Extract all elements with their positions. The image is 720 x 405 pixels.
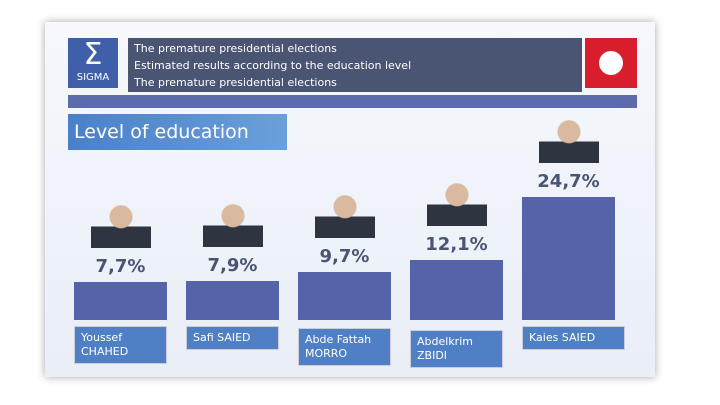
value-label: 24,7% — [537, 170, 600, 192]
header-line: The premature presidential elections — [134, 42, 337, 55]
candidate-photo — [427, 177, 487, 226]
header-line: Estimated results according to the educa… — [134, 59, 412, 72]
category-label: Youssef CHAHED — [74, 326, 167, 364]
value-label: 12,1% — [425, 233, 488, 255]
logo-name: SIGMA — [76, 72, 110, 83]
candidate-photo — [315, 189, 375, 238]
flag — [585, 38, 637, 88]
category-label: Kaies SAIED — [522, 326, 625, 350]
candidate-photo — [539, 114, 599, 163]
bar — [74, 281, 167, 320]
bar — [186, 280, 279, 320]
category-label: Safi SAIED — [186, 326, 279, 350]
candidate-photo — [203, 198, 263, 247]
bar — [298, 271, 391, 320]
logo: Σ SIGMA — [68, 38, 118, 88]
header: The premature presidential elections Est… — [128, 38, 582, 92]
bar — [522, 196, 615, 320]
candidate-photo — [91, 199, 151, 248]
header-line: The premature presidential elections — [134, 76, 337, 89]
value-label: 7,9% — [207, 254, 258, 276]
value-label: 9,7% — [319, 245, 370, 267]
stripe — [68, 95, 637, 108]
category-label: Abde Fattah MORRO — [298, 328, 391, 366]
category-label: Abdelkrim ZBIDI — [410, 330, 503, 368]
chart-title: Level of education — [68, 114, 287, 150]
bar — [410, 259, 503, 320]
logo-symbol: Σ — [83, 37, 103, 72]
value-label: 7,7% — [95, 255, 146, 277]
